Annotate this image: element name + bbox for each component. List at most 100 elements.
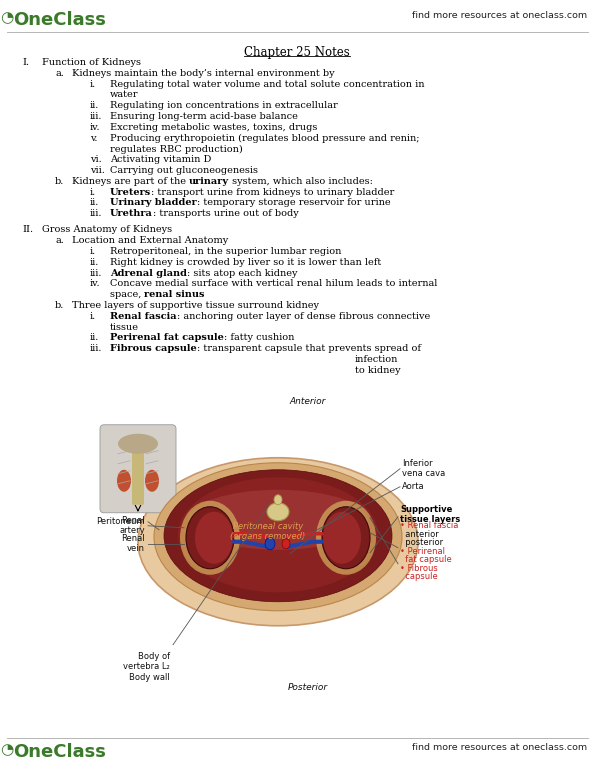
FancyBboxPatch shape <box>100 425 176 513</box>
Text: i.: i. <box>90 188 96 196</box>
Text: iii.: iii. <box>90 209 102 218</box>
Text: Location and External Anatomy: Location and External Anatomy <box>72 236 228 245</box>
Ellipse shape <box>154 463 402 611</box>
Text: ◔: ◔ <box>1 742 14 757</box>
Text: space,: space, <box>110 290 145 300</box>
Ellipse shape <box>164 470 392 602</box>
Text: water: water <box>110 90 139 99</box>
Text: • Perirenal: • Perirenal <box>400 547 445 556</box>
Ellipse shape <box>180 500 240 574</box>
Text: Regulating ion concentrations in extracellular: Regulating ion concentrations in extrace… <box>110 101 338 110</box>
Text: Renal
artery: Renal artery <box>120 516 145 535</box>
Text: II.: II. <box>22 226 33 234</box>
Text: : transparent capsule that prevents spread of: : transparent capsule that prevents spre… <box>197 344 421 353</box>
Text: ii.: ii. <box>90 101 99 110</box>
Text: OneClass: OneClass <box>13 743 106 761</box>
Text: : transport urine from kidneys to urinary bladder: : transport urine from kidneys to urinar… <box>151 188 394 196</box>
Ellipse shape <box>178 477 378 592</box>
Text: OneClass: OneClass <box>13 11 106 29</box>
Text: ii.: ii. <box>90 199 99 207</box>
Text: iii.: iii. <box>90 269 102 278</box>
Ellipse shape <box>138 457 418 626</box>
Text: vi.: vi. <box>90 156 102 164</box>
Text: Peritoneum: Peritoneum <box>96 517 145 526</box>
Ellipse shape <box>188 490 368 550</box>
Text: Three layers of supportive tissue surround kidney: Three layers of supportive tissue surrou… <box>72 301 319 310</box>
Text: Function of Kidneys: Function of Kidneys <box>42 58 141 67</box>
Text: vii.: vii. <box>90 166 105 175</box>
Text: capsule: capsule <box>400 572 438 581</box>
Text: : fatty cushion: : fatty cushion <box>224 333 295 343</box>
Text: I.: I. <box>22 58 29 67</box>
Text: Ensuring long-term acid-base balance: Ensuring long-term acid-base balance <box>110 112 298 121</box>
Text: : temporary storage reservoir for urine: : temporary storage reservoir for urine <box>197 199 390 207</box>
Text: Ureters: Ureters <box>110 188 151 196</box>
Text: iv.: iv. <box>90 280 101 289</box>
Text: iii.: iii. <box>90 344 102 353</box>
Text: renal sinus: renal sinus <box>145 290 205 300</box>
Text: Urinary bladder: Urinary bladder <box>110 199 197 207</box>
Text: Renal fascia: Renal fascia <box>110 312 177 321</box>
Text: Fibrous capsule: Fibrous capsule <box>110 344 197 353</box>
Text: fat capsule: fat capsule <box>400 554 452 564</box>
Text: b.: b. <box>55 177 64 186</box>
Ellipse shape <box>265 537 275 550</box>
Text: Aorta: Aorta <box>402 482 425 491</box>
Text: • Fibrous: • Fibrous <box>400 564 438 573</box>
Text: iv.: iv. <box>90 122 101 132</box>
Ellipse shape <box>195 512 233 564</box>
Ellipse shape <box>274 495 282 505</box>
Text: anterior: anterior <box>400 530 439 539</box>
Text: : sits atop each kidney: : sits atop each kidney <box>187 269 298 278</box>
Text: Kidneys maintain the body’s internal environment by: Kidneys maintain the body’s internal env… <box>72 69 334 78</box>
Ellipse shape <box>145 470 159 492</box>
Text: Concave medial surface with vertical renal hilum leads to internal: Concave medial surface with vertical ren… <box>110 280 437 289</box>
Text: Supportive
tissue layers: Supportive tissue layers <box>400 505 461 524</box>
Ellipse shape <box>118 434 158 454</box>
Text: i.: i. <box>90 312 96 321</box>
Text: Kidneys are part of the: Kidneys are part of the <box>72 177 189 186</box>
Text: urinary: urinary <box>189 177 229 186</box>
Text: Peritoneal cavity
(organs removed): Peritoneal cavity (organs removed) <box>230 522 306 541</box>
Text: Adrenal gland: Adrenal gland <box>110 269 187 278</box>
Text: system, which also includes:: system, which also includes: <box>229 177 373 186</box>
Text: posterior: posterior <box>400 537 443 547</box>
Text: Posterior: Posterior <box>288 683 328 691</box>
Ellipse shape <box>186 507 234 569</box>
Text: to kidney: to kidney <box>355 366 400 375</box>
Text: find more resources at oneclass.com: find more resources at oneclass.com <box>412 11 587 20</box>
Text: Anterior: Anterior <box>290 397 326 406</box>
Text: Inferior
vena cava: Inferior vena cava <box>402 459 445 478</box>
Text: regulates RBC production): regulates RBC production) <box>110 145 243 153</box>
Text: ii.: ii. <box>90 333 99 343</box>
Text: • Renal fascia: • Renal fascia <box>400 521 458 530</box>
Ellipse shape <box>267 503 289 521</box>
FancyBboxPatch shape <box>132 453 144 505</box>
Text: iii.: iii. <box>90 112 102 121</box>
Text: tissue: tissue <box>110 323 139 332</box>
Text: i.: i. <box>90 247 96 256</box>
Text: Producing erythropoietin (regulates blood pressure and renin;: Producing erythropoietin (regulates bloo… <box>110 134 419 142</box>
Text: a.: a. <box>55 69 64 78</box>
Text: Urethra: Urethra <box>110 209 153 218</box>
Ellipse shape <box>282 539 290 549</box>
Text: b.: b. <box>55 301 64 310</box>
Text: Renal
vein: Renal vein <box>121 534 145 554</box>
Text: i.: i. <box>90 79 96 89</box>
Text: : anchoring outer layer of dense fibrous connective: : anchoring outer layer of dense fibrous… <box>177 312 430 321</box>
Text: : transports urine out of body: : transports urine out of body <box>153 209 299 218</box>
Text: Right kidney is crowded by liver so it is lower than left: Right kidney is crowded by liver so it i… <box>110 258 381 266</box>
Text: Gross Anatomy of Kidneys: Gross Anatomy of Kidneys <box>42 226 172 234</box>
Text: a.: a. <box>55 236 64 245</box>
Ellipse shape <box>117 470 131 492</box>
Text: Chapter 25 Notes: Chapter 25 Notes <box>244 46 350 59</box>
Text: ◔: ◔ <box>1 10 14 25</box>
Text: Body of
vertebra L₂
Body wall: Body of vertebra L₂ Body wall <box>123 651 170 681</box>
Text: Carrying out gluconeogenesis: Carrying out gluconeogenesis <box>110 166 258 175</box>
Text: find more resources at oneclass.com: find more resources at oneclass.com <box>412 743 587 752</box>
Text: ii.: ii. <box>90 258 99 266</box>
Text: Excreting metabolic wastes, toxins, drugs: Excreting metabolic wastes, toxins, drug… <box>110 122 317 132</box>
Ellipse shape <box>322 507 370 569</box>
Text: Retroperitoneal, in the superior lumbar region: Retroperitoneal, in the superior lumbar … <box>110 247 342 256</box>
Text: v.: v. <box>90 134 98 142</box>
